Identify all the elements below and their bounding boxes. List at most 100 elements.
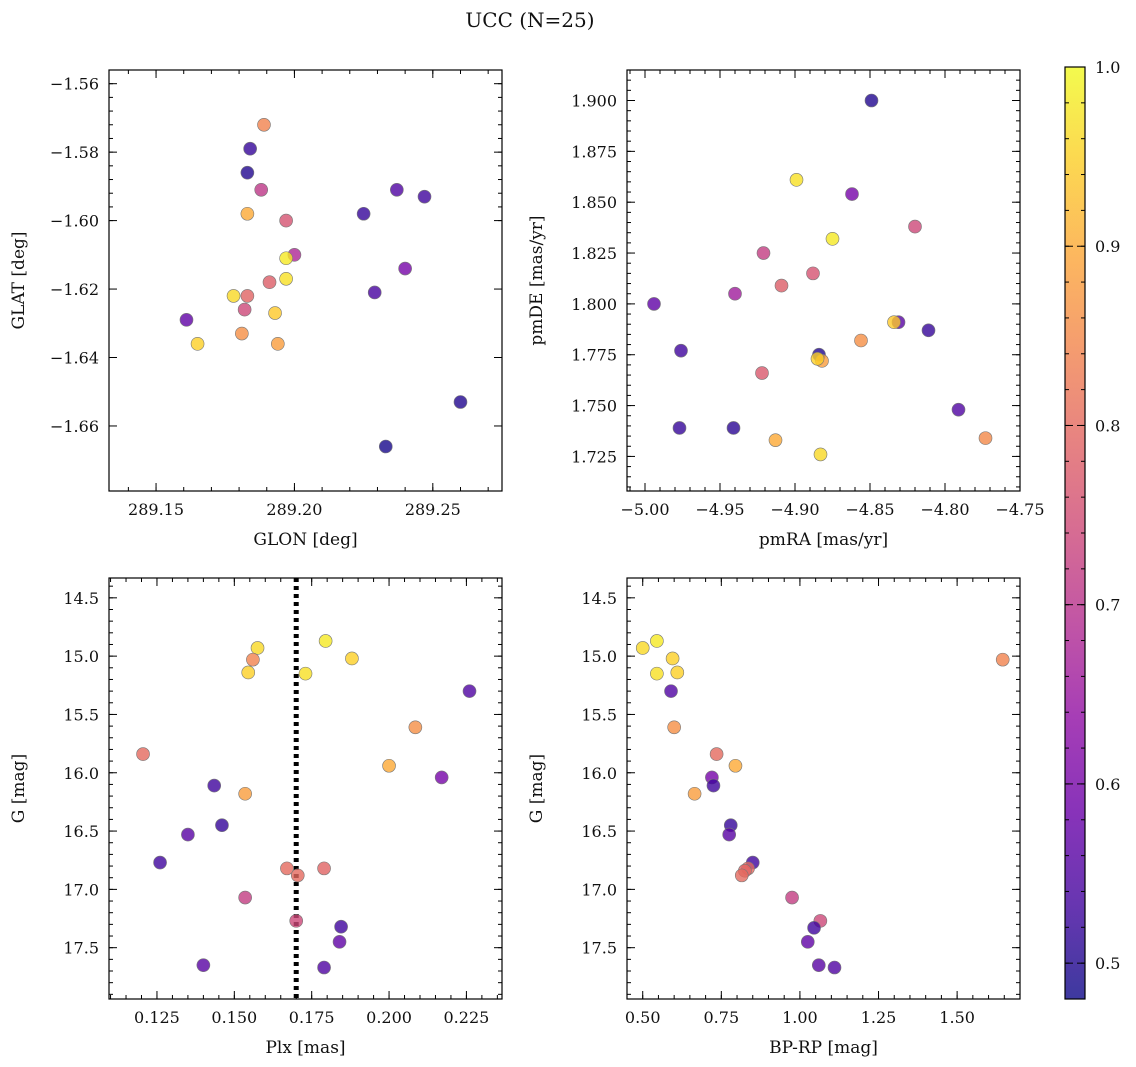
data-point — [706, 778, 721, 793]
data-point — [257, 117, 271, 132]
axes-frame — [626, 577, 1021, 1000]
x-tick-label: 0.175 — [289, 1008, 335, 1027]
data-point — [181, 827, 195, 842]
data-point — [908, 219, 922, 234]
data-point — [687, 786, 702, 801]
y-tick-label: 1.850 — [571, 193, 617, 212]
y-tick-label: −1.60 — [50, 212, 99, 231]
y-tick-label: −1.58 — [50, 143, 99, 162]
x-tick-label: −4.95 — [695, 500, 744, 519]
data-point — [240, 165, 255, 180]
colorbar: 0.5 0.6 0.7 0.8 0.9 1.0 — [1064, 58, 1120, 1000]
colorbar-tick-label: 0.6 — [1095, 775, 1120, 794]
x-tick-label: 1.25 — [861, 1008, 897, 1027]
data-point — [240, 206, 255, 221]
x-tick-label: 1.50 — [939, 1008, 975, 1027]
colorbar-frame — [1064, 66, 1086, 1000]
x-tick-label: −4.75 — [995, 500, 1044, 519]
y-axis-label: G [mag] — [527, 754, 547, 823]
data-point — [807, 921, 821, 935]
data-point — [279, 271, 293, 286]
data-point — [196, 958, 211, 972]
data-point — [728, 286, 742, 301]
data-point — [854, 333, 868, 348]
colorbar-ticks — [1065, 66, 1085, 1000]
data-point — [179, 313, 194, 327]
axis-ticks — [627, 69, 1021, 491]
data-point — [665, 651, 680, 666]
x-tick-label: −5.00 — [620, 500, 669, 519]
axis-ticks — [109, 69, 502, 491]
data-point — [672, 421, 687, 435]
y-tick-label: 1.900 — [571, 92, 617, 111]
data-point — [755, 366, 769, 380]
data-point — [280, 861, 294, 876]
y-tick-label: 1.750 — [571, 397, 617, 416]
y-tick-label: 1.875 — [571, 142, 617, 161]
x-tick-label: 0.225 — [444, 1008, 490, 1027]
data-point — [215, 818, 229, 833]
data-point — [356, 206, 371, 221]
data-point — [243, 141, 257, 156]
data-point — [978, 431, 993, 445]
data-point — [670, 665, 685, 680]
colorbar-gradient — [1065, 67, 1085, 999]
y-tick-label: 16.5 — [63, 822, 99, 841]
data-point — [635, 641, 650, 655]
data-point — [845, 187, 859, 201]
data-point — [279, 213, 293, 228]
colorbar-tick-label: 0.7 — [1095, 596, 1120, 615]
data-point — [785, 890, 799, 905]
x-tick-label: 0.75 — [704, 1008, 740, 1027]
y-tick-label: −1.62 — [50, 280, 99, 299]
y-axis-label: pmDE [mas/yr] — [527, 215, 547, 345]
colorbar-tick-label: 0.5 — [1095, 954, 1120, 973]
data-point — [367, 285, 382, 300]
y-tick-label: 16.0 — [63, 764, 99, 783]
y-tick-label: 1.725 — [571, 447, 617, 466]
y-tick-label: 17.0 — [581, 880, 617, 899]
x-axis-label: pmRA [mas/yr] — [759, 530, 888, 550]
data-point — [726, 421, 741, 435]
figure-title: UCC (N=25) — [465, 8, 594, 32]
axes-frame — [626, 69, 1021, 492]
x-tick-label: −4.85 — [845, 500, 894, 519]
data-point — [800, 935, 815, 949]
data-point — [722, 827, 736, 842]
data-point — [768, 433, 783, 447]
data-point — [667, 720, 681, 735]
scatter-points — [635, 634, 1010, 975]
y-tick-label: 15.5 — [581, 705, 617, 724]
data-point — [995, 652, 1010, 667]
data-point — [390, 182, 404, 197]
y-tick-label: 16.5 — [581, 822, 617, 841]
data-point — [650, 666, 664, 681]
x-tick-label: 0.125 — [134, 1008, 180, 1027]
x-tick-label: 0.50 — [625, 1008, 661, 1027]
y-tick-label: −1.64 — [50, 349, 99, 368]
scatter-points — [136, 634, 477, 975]
data-point — [734, 868, 749, 883]
data-point — [806, 266, 820, 281]
data-point — [250, 641, 265, 655]
data-point — [190, 337, 205, 351]
y-tick-label: 17.5 — [63, 939, 99, 958]
scatter-points — [647, 93, 993, 462]
axes-frame — [108, 69, 503, 492]
data-point — [207, 778, 222, 793]
y-tick-label: 17.5 — [581, 939, 617, 958]
data-point — [318, 634, 333, 648]
data-point — [317, 960, 331, 975]
scatter-points — [179, 117, 468, 454]
data-point — [378, 439, 393, 454]
data-point — [241, 665, 256, 680]
data-point — [728, 758, 743, 773]
panel-3: 0.125 0.150 0.175 0.200 0.225 14.5 15.0 15.5 16.… — [9, 577, 503, 1058]
data-point — [136, 747, 150, 761]
data-point — [289, 914, 304, 928]
y-axis-label: GLAT [deg] — [9, 231, 29, 329]
data-point — [238, 890, 252, 905]
x-axis-label: GLON [deg] — [253, 530, 357, 550]
axes-frame — [108, 577, 503, 1000]
